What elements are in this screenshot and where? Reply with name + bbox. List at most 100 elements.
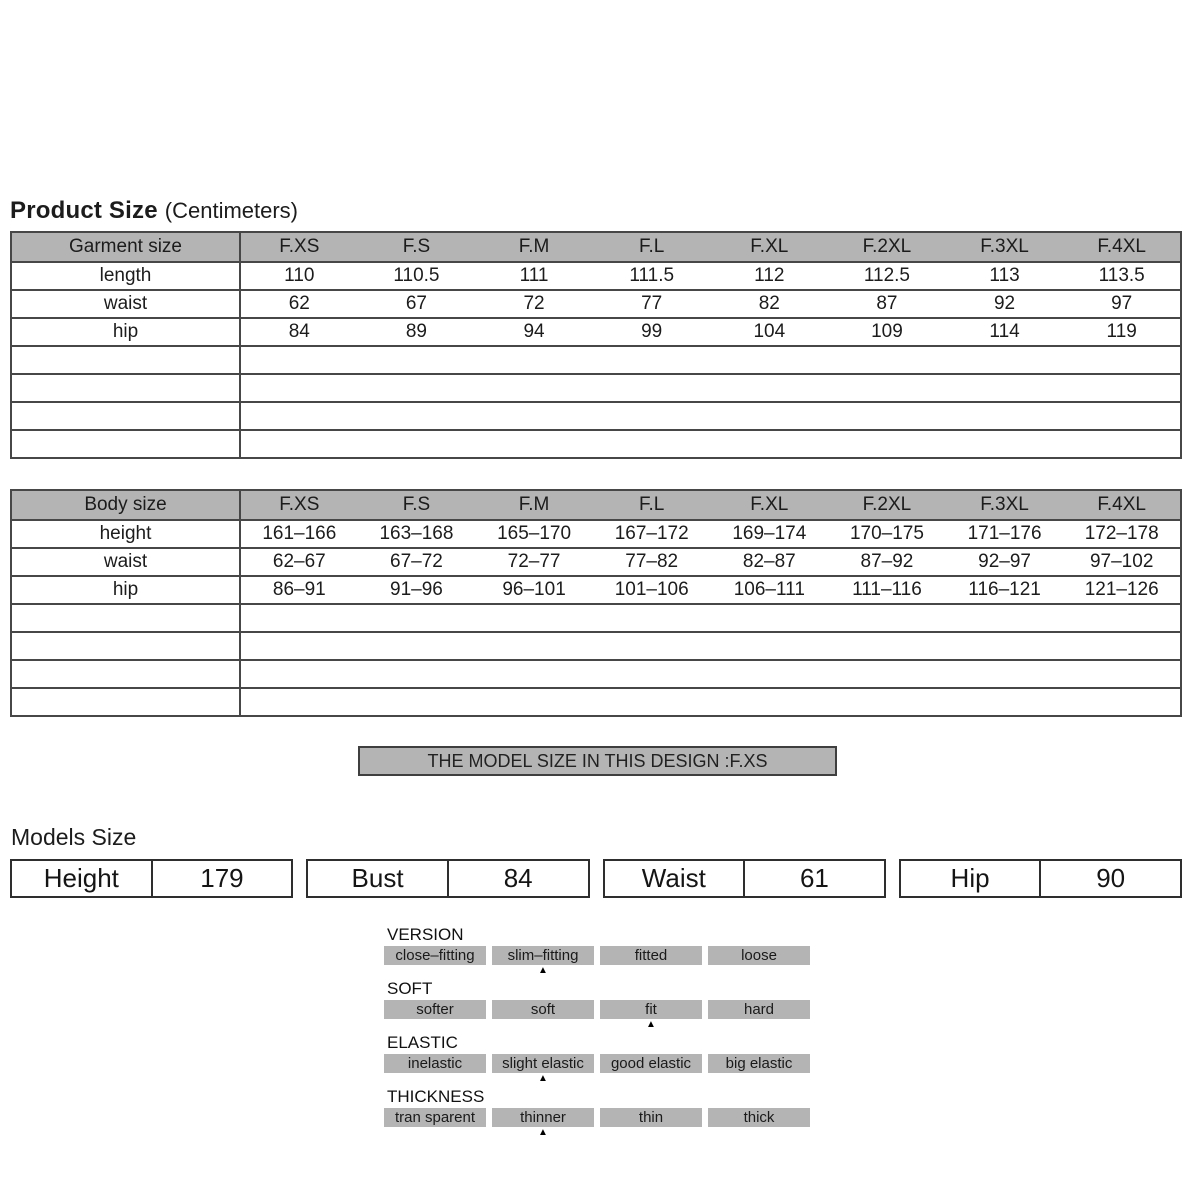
attribute-option: thinner (492, 1108, 594, 1127)
measurement-value: 110.5 (357, 261, 476, 291)
measurement-value: 112 (710, 261, 829, 291)
measurement-value: 104 (710, 317, 829, 347)
measurement-value: 62–67 (240, 547, 358, 577)
empty-label-cell (11, 659, 241, 689)
garment-size-table: Garment size F.XS F.S F.M F.L F.XL F.2XL F.3XL F… (10, 231, 1182, 459)
attribute-group-elastic: ELASTIC inelastic slight elastic good elast… (384, 1034, 814, 1085)
page-title: Product Size (Centimeters) (10, 197, 298, 225)
marker-slot (384, 1073, 486, 1085)
stat-box-hip: Hip 90 (898, 859, 1182, 898)
measurement-value: 87–92 (828, 547, 946, 577)
measurement-value: 92–97 (945, 547, 1064, 577)
attribute-name: THICKNESS (387, 1087, 485, 1106)
marker-slot (600, 965, 702, 977)
measurement-value: 119 (1063, 317, 1181, 347)
size-column-header: F.XL (710, 489, 829, 521)
size-column-header: F.S (357, 231, 476, 263)
attribute-marker-row: ▲ (384, 965, 814, 977)
attribute-option: big elastic (708, 1054, 810, 1073)
size-column-header: F.M (475, 231, 593, 263)
stat-box-bust: Bust 84 (306, 859, 590, 898)
size-column-header: F.XS (240, 231, 358, 263)
table-corner-label: Body size (11, 489, 241, 521)
attribute-option: softer (384, 1000, 486, 1019)
empty-data-cell (240, 603, 1181, 633)
attribute-name: ELASTIC (387, 1033, 458, 1052)
size-column-header: F.S (357, 489, 476, 521)
size-column-header: F.L (592, 231, 711, 263)
empty-label-cell (11, 429, 241, 459)
attribute-option: loose (708, 946, 810, 965)
size-column-header: F.L (592, 489, 711, 521)
attribute-option: thick (708, 1108, 810, 1127)
empty-data-cell (240, 373, 1181, 403)
empty-row (11, 429, 1181, 459)
selected-marker-icon: ▲ (538, 1073, 548, 1084)
measurement-value: 111 (475, 261, 593, 291)
attribute-option: thin (600, 1108, 702, 1127)
measurement-value: 62 (240, 289, 358, 319)
page-title-unit: (Centimeters) (164, 198, 299, 223)
measurement-value: 172–178 (1063, 519, 1181, 549)
measurement-value: 87 (828, 289, 946, 319)
measurement-value: 72 (475, 289, 593, 319)
attribute-group-soft: SOFT softer soft fit hard ▲ (384, 980, 814, 1031)
attribute-option: inelastic (384, 1054, 486, 1073)
measurement-value: 97 (1063, 289, 1181, 319)
measurement-value: 89 (357, 317, 476, 347)
attribute-options-row: tran sparent thinner thin thick (384, 1108, 814, 1127)
measurement-value: 91–96 (357, 575, 476, 605)
marker-slot (384, 1019, 486, 1031)
measurement-value: 111.5 (592, 261, 711, 291)
stat-label: Bust (308, 861, 449, 896)
attribute-group-thickness: THICKNESS tran sparent thinner thin thick ▲ (384, 1088, 814, 1139)
size-column-header: F.XS (240, 489, 358, 521)
measurement-label: length (11, 261, 241, 291)
measurement-value: 84 (240, 317, 358, 347)
measurement-value: 97–102 (1063, 547, 1181, 577)
size-column-header: F.M (475, 489, 593, 521)
measurement-value: 92 (945, 289, 1064, 319)
empty-label-cell (11, 631, 241, 661)
marker-slot (708, 1019, 810, 1031)
attribute-option: tran sparent (384, 1108, 486, 1127)
size-column-header: F.2XL (828, 489, 946, 521)
selected-marker-icon: ▲ (538, 1127, 548, 1138)
measurement-value: 109 (828, 317, 946, 347)
empty-data-cell (240, 345, 1181, 375)
attribute-name: VERSION (387, 925, 464, 944)
size-column-header: F.XL (710, 231, 829, 263)
size-column-header: F.3XL (945, 489, 1064, 521)
marker-slot (600, 1073, 702, 1085)
stat-label: Hip (901, 861, 1042, 896)
models-size-heading: Models Size (11, 824, 137, 850)
measurement-label: hip (11, 317, 241, 347)
measurement-value: 67–72 (357, 547, 476, 577)
measurement-value: 101–106 (592, 575, 711, 605)
measurement-row: hip 86–91 91–96 96–101 101–106 106–111 111–116… (11, 575, 1181, 605)
empty-row (11, 687, 1181, 717)
measurement-value: 170–175 (828, 519, 946, 549)
empty-data-cell (240, 429, 1181, 459)
attribute-option: close–fitting (384, 946, 486, 965)
empty-data-cell (240, 659, 1181, 689)
measurement-label: waist (11, 289, 241, 319)
measurement-value: 110 (240, 261, 358, 291)
attribute-option: soft (492, 1000, 594, 1019)
body-size-table: Body size F.XS F.S F.M F.L F.XL F.2XL F.3XL F.4X… (10, 489, 1182, 717)
attribute-option: fitted (600, 946, 702, 965)
stat-value: 179 (200, 863, 244, 893)
size-column-header: F.4XL (1063, 231, 1181, 263)
measurement-value: 72–77 (475, 547, 593, 577)
attribute-option: fit (600, 1000, 702, 1019)
empty-data-cell (240, 631, 1181, 661)
size-column-header: F.2XL (828, 231, 946, 263)
stat-value: 84 (503, 863, 533, 893)
measurement-row: height 161–166 163–168 165–170 167–172 169–17… (11, 519, 1181, 549)
attribute-option: hard (708, 1000, 810, 1019)
page-title-main: Product Size (10, 197, 158, 224)
measurement-value: 77–82 (592, 547, 711, 577)
attribute-scales: VERSION close–fitting slim–fitting fitted lo… (384, 926, 814, 1142)
empty-label-cell (11, 603, 241, 633)
marker-slot (708, 965, 810, 977)
